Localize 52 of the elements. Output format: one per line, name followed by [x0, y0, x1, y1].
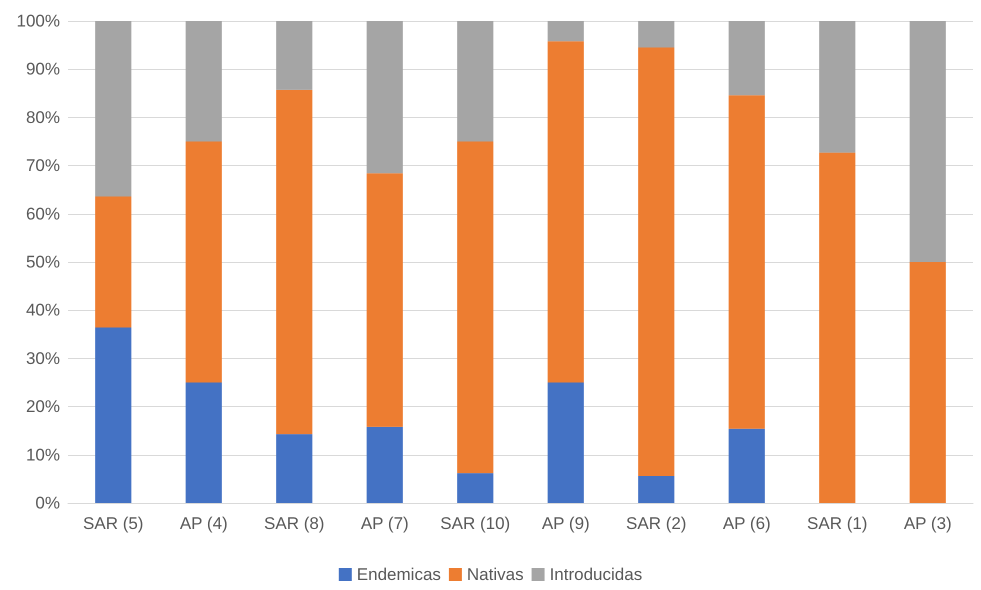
bar [95, 328, 132, 503]
x-tick-label: SAR (2) [626, 514, 686, 533]
y-tick-label: 20% [26, 397, 60, 416]
bar [638, 48, 674, 476]
x-tick-label: SAR (5) [83, 514, 144, 533]
bar [276, 434, 312, 503]
x-tick-label: SAR (1) [807, 514, 868, 533]
bar [728, 95, 765, 429]
bar [910, 21, 946, 262]
y-tick-label: 80% [26, 108, 60, 127]
bar [548, 382, 584, 503]
x-tick-label: AP (7) [360, 514, 409, 533]
y-tick-label: 50% [26, 252, 60, 272]
bar [638, 476, 674, 503]
y-tick-label: 90% [26, 60, 60, 79]
x-tick-label: AP (9) [542, 514, 590, 533]
bar [276, 21, 312, 90]
bar [819, 152, 856, 503]
bar [95, 21, 132, 196]
y-tick-label: 0% [35, 494, 60, 512]
x-tick-label: SAR (10) [440, 514, 510, 533]
bar [366, 21, 403, 174]
legend-label: Endemicas [356, 565, 441, 584]
bar [276, 90, 312, 434]
y-tick-label: 100% [16, 12, 60, 30]
x-tick-label: AP (6) [722, 514, 771, 533]
bar [638, 21, 674, 48]
bar [910, 262, 946, 503]
bar [548, 41, 584, 382]
bar [186, 382, 222, 503]
y-tick-label: 70% [26, 156, 60, 176]
bar [186, 21, 222, 142]
bar [728, 21, 765, 96]
x-tick-label: SAR (8) [264, 514, 324, 533]
y-tick-label: 40% [26, 300, 60, 320]
bar [457, 21, 494, 142]
bar [95, 196, 132, 328]
bar [366, 426, 403, 503]
y-tick-label: 30% [26, 348, 60, 368]
y-tick-label: 60% [26, 204, 60, 224]
legend-label: Introducidas [550, 565, 642, 584]
legend-label: Nativas [466, 565, 524, 584]
x-tick-label: AP (3) [904, 514, 952, 533]
x-tick-label: AP (4) [180, 514, 228, 533]
bar [548, 21, 584, 42]
bar [457, 142, 494, 474]
y-tick-label: 10% [26, 445, 60, 464]
bar [457, 473, 494, 503]
bar [819, 21, 856, 153]
bar [366, 173, 403, 427]
bar [186, 142, 222, 382]
bar [728, 428, 765, 503]
